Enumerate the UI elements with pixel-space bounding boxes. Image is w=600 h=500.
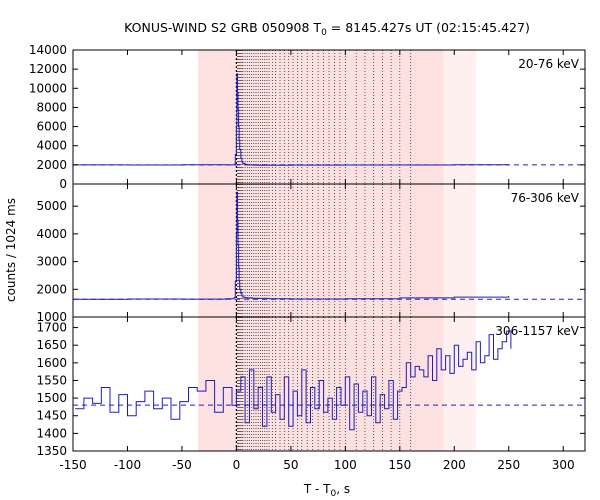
y-tick-label: 4000 <box>36 139 67 153</box>
y-tick-label: 1350 <box>36 444 67 458</box>
y-tick-label: 12000 <box>29 62 67 76</box>
y-tick-label: 2000 <box>36 158 67 172</box>
y-tick-label: 1600 <box>36 356 67 370</box>
x-tick-label: -50 <box>172 458 192 472</box>
y-tick-label: 5000 <box>36 199 67 213</box>
x-axis-label: T - T0, s <box>303 482 350 499</box>
y-tick-label: 0 <box>59 177 67 191</box>
x-tick-label: 200 <box>443 458 466 472</box>
light-curve <box>75 330 512 431</box>
panel-label: 20-76 keV <box>518 57 580 71</box>
y-tick-label: 1400 <box>36 426 67 440</box>
y-tick-label: 1450 <box>36 409 67 423</box>
y-tick-label: 2000 <box>36 282 67 296</box>
y-tick-label: 1650 <box>36 338 67 352</box>
x-tick-label: 100 <box>334 458 357 472</box>
y-tick-label: 6000 <box>36 120 67 134</box>
x-tick-label: -100 <box>114 458 141 472</box>
chart-title: KONUS-WIND S2 GRB 050908 T0 = 8145.427s … <box>124 20 530 38</box>
y-tick-label: 14000 <box>29 43 67 57</box>
shaded-interval-inner <box>198 50 444 184</box>
y-axis-label: counts / 1024 ms <box>4 198 18 302</box>
y-tick-label: 3000 <box>36 255 67 269</box>
light-curve <box>73 191 510 300</box>
light-curve <box>73 73 510 166</box>
x-tick-label: -150 <box>59 458 86 472</box>
y-tick-label: 1500 <box>36 391 67 405</box>
x-tick-label: 300 <box>552 458 575 472</box>
y-tick-label: 1550 <box>36 373 67 387</box>
y-tick-label: 10000 <box>29 81 67 95</box>
x-tick-label: 0 <box>233 458 241 472</box>
panel-frame <box>72 316 586 452</box>
shaded-interval-inner <box>198 317 444 451</box>
x-tick-label: 150 <box>388 458 411 472</box>
x-tick-label: 50 <box>283 458 298 472</box>
shaded-interval-inner <box>198 184 444 317</box>
y-tick-label: 8000 <box>36 100 67 114</box>
y-tick-label: 4000 <box>36 227 67 241</box>
x-tick-label: 250 <box>497 458 520 472</box>
panel-label: 306-1157 keV <box>495 324 579 338</box>
panel-label: 76-306 keV <box>511 191 580 205</box>
y-tick-label: 1000 <box>36 310 67 324</box>
y-tick-label: 1700 <box>36 321 67 335</box>
